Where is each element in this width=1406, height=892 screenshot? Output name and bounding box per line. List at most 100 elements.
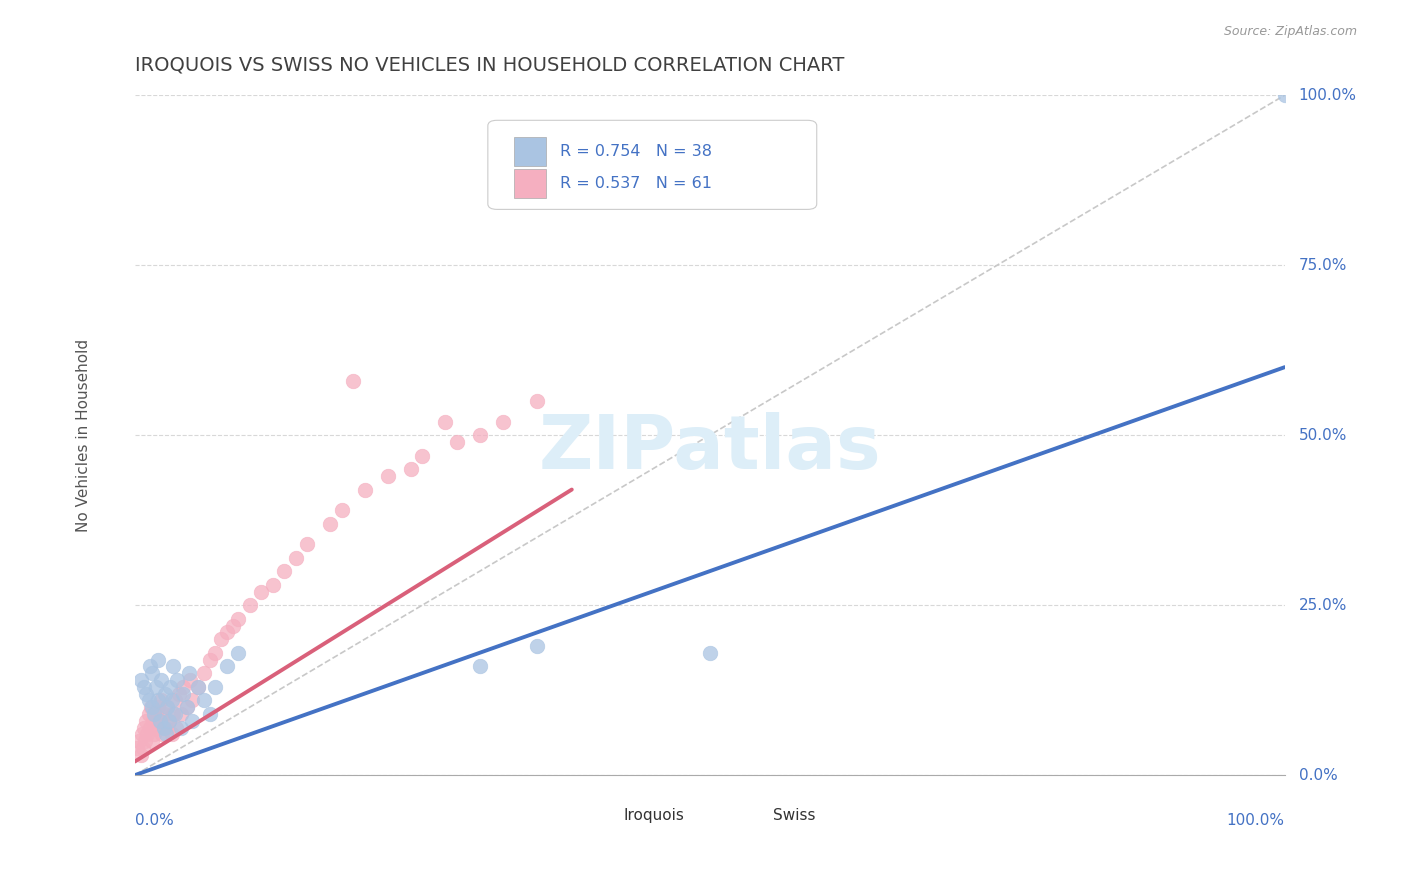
Text: ZIPatlas: ZIPatlas bbox=[538, 412, 882, 485]
Point bbox=[526, 394, 548, 409]
Text: R = 0.537   N = 61: R = 0.537 N = 61 bbox=[561, 176, 713, 191]
Point bbox=[145, 706, 167, 721]
Point bbox=[162, 659, 184, 673]
Point bbox=[239, 598, 262, 612]
Point bbox=[132, 721, 155, 735]
Point bbox=[411, 449, 433, 463]
Point bbox=[142, 714, 165, 728]
FancyBboxPatch shape bbox=[733, 805, 762, 826]
Text: IROQUOIS VS SWISS NO VEHICLES IN HOUSEHOLD CORRELATION CHART: IROQUOIS VS SWISS NO VEHICLES IN HOUSEHO… bbox=[135, 55, 844, 74]
Point bbox=[215, 659, 238, 673]
Point bbox=[143, 727, 166, 741]
Point bbox=[181, 693, 204, 707]
Point bbox=[166, 673, 188, 687]
Point bbox=[145, 680, 167, 694]
Text: No Vehicles in Household: No Vehicles in Household bbox=[76, 339, 90, 532]
Point bbox=[187, 680, 209, 694]
FancyBboxPatch shape bbox=[515, 137, 547, 166]
Point bbox=[226, 612, 249, 626]
Point bbox=[176, 700, 198, 714]
Point bbox=[187, 680, 209, 694]
Point bbox=[150, 693, 173, 707]
Point bbox=[139, 721, 162, 735]
Point bbox=[138, 706, 160, 721]
Point bbox=[157, 714, 180, 728]
Point bbox=[1274, 88, 1296, 103]
Point bbox=[165, 693, 187, 707]
Point bbox=[377, 469, 399, 483]
Point bbox=[152, 727, 174, 741]
Point bbox=[177, 666, 200, 681]
Point bbox=[176, 700, 198, 714]
Point bbox=[152, 706, 174, 721]
Point bbox=[468, 428, 491, 442]
Point bbox=[157, 714, 180, 728]
Point bbox=[132, 741, 155, 756]
Point bbox=[179, 673, 201, 687]
Point bbox=[204, 646, 226, 660]
Point bbox=[165, 721, 187, 735]
Point bbox=[172, 687, 194, 701]
Point bbox=[152, 721, 174, 735]
Point bbox=[209, 632, 232, 647]
Text: 0.0%: 0.0% bbox=[1299, 768, 1337, 782]
Point bbox=[172, 680, 194, 694]
Point bbox=[250, 584, 273, 599]
Point bbox=[129, 747, 152, 762]
Point bbox=[198, 652, 221, 666]
Point bbox=[162, 706, 184, 721]
Point bbox=[135, 687, 157, 701]
Point bbox=[193, 666, 215, 681]
Text: 100.0%: 100.0% bbox=[1227, 813, 1285, 828]
Point bbox=[159, 680, 181, 694]
Text: 25.0%: 25.0% bbox=[1299, 598, 1347, 613]
Point bbox=[221, 618, 243, 632]
Point bbox=[146, 652, 169, 666]
Text: 100.0%: 100.0% bbox=[1299, 87, 1357, 103]
Point bbox=[136, 727, 159, 741]
Text: Iroquois: Iroquois bbox=[623, 808, 685, 823]
Point bbox=[204, 680, 226, 694]
Point bbox=[342, 374, 364, 388]
Text: Source: ZipAtlas.com: Source: ZipAtlas.com bbox=[1223, 25, 1357, 38]
Point bbox=[141, 700, 163, 714]
Point bbox=[149, 714, 172, 728]
Point bbox=[434, 415, 457, 429]
Point bbox=[273, 564, 295, 578]
Point bbox=[155, 727, 177, 741]
Point bbox=[141, 734, 163, 748]
Point bbox=[319, 516, 342, 531]
Point bbox=[145, 721, 167, 735]
Point bbox=[156, 700, 179, 714]
Point bbox=[139, 659, 162, 673]
Point bbox=[167, 687, 190, 701]
FancyBboxPatch shape bbox=[488, 120, 817, 210]
Point bbox=[128, 734, 150, 748]
Text: 75.0%: 75.0% bbox=[1299, 258, 1347, 273]
Point bbox=[170, 721, 193, 735]
Point bbox=[132, 680, 155, 694]
Point bbox=[131, 727, 153, 741]
Point bbox=[284, 550, 307, 565]
Point bbox=[193, 693, 215, 707]
Point bbox=[160, 727, 183, 741]
Point bbox=[353, 483, 375, 497]
Point bbox=[155, 721, 177, 735]
Point bbox=[141, 666, 163, 681]
Text: R = 0.754   N = 38: R = 0.754 N = 38 bbox=[561, 145, 713, 159]
Point bbox=[156, 700, 179, 714]
Point bbox=[129, 673, 152, 687]
Point bbox=[526, 639, 548, 653]
Point bbox=[262, 578, 284, 592]
Point bbox=[153, 687, 176, 701]
Point bbox=[160, 693, 183, 707]
Point bbox=[330, 503, 353, 517]
Point bbox=[215, 625, 238, 640]
Point bbox=[143, 706, 166, 721]
Point bbox=[150, 673, 173, 687]
Point bbox=[138, 693, 160, 707]
Point bbox=[446, 434, 468, 449]
Point bbox=[149, 714, 172, 728]
Point bbox=[699, 646, 721, 660]
Point bbox=[146, 693, 169, 707]
